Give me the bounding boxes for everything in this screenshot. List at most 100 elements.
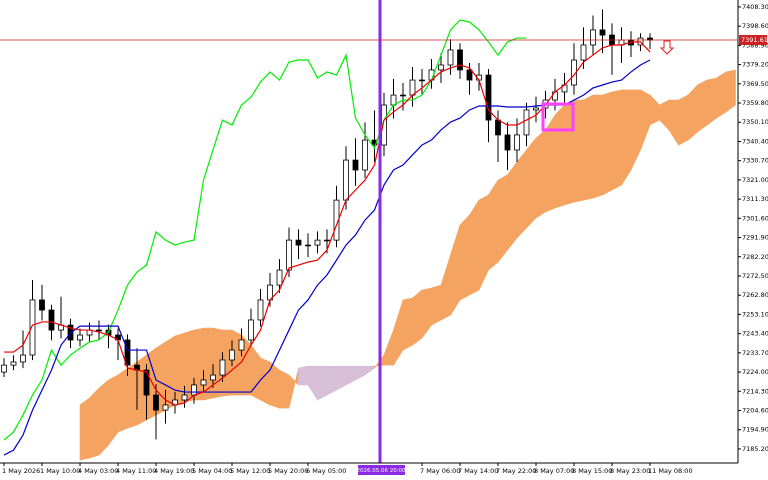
y-tick-label: 7379.20 [742, 61, 768, 69]
cloud-segment [573, 99, 584, 203]
price-label: 7391.61 [741, 36, 768, 44]
y-tick-label: 7359.80 [742, 99, 768, 107]
x-tick-label: 8 May 07:00 [534, 467, 574, 475]
cloud-segment [402, 297, 413, 351]
y-tick-label: 7204.60 [742, 406, 768, 414]
candle-body [124, 339, 131, 366]
y-tick-label: 7224.00 [742, 368, 768, 376]
candle-body [181, 394, 188, 401]
candle-body [305, 244, 311, 247]
x-tick-label: 7 May 22:00 [496, 467, 536, 475]
candle-body [409, 79, 416, 96]
candle-body [504, 134, 511, 151]
cloud-segment [298, 365, 309, 386]
candle-body [457, 49, 463, 71]
cloud-segment [89, 387, 100, 459]
cloud-segment [79, 397, 90, 461]
candle-body [599, 29, 606, 36]
candle-body [400, 94, 406, 97]
x-tick-label: 4 May 19:00 [154, 467, 194, 475]
y-tick-label: 7398.60 [742, 22, 768, 30]
candle-body [219, 359, 226, 376]
x-tick-label: 8 May 23:00 [610, 467, 650, 475]
y-tick-label: 7243.40 [742, 330, 768, 338]
candle-body [191, 384, 197, 396]
cloud-segment [583, 94, 594, 201]
candle-body [1, 364, 7, 373]
x-tick-label: 7 May 14:00 [458, 467, 498, 475]
y-tick-label: 7262.80 [742, 291, 768, 299]
y-tick-label: 7369.50 [742, 80, 768, 88]
cloud-segment [554, 104, 565, 209]
candle-body [295, 239, 302, 246]
candle-body [39, 299, 45, 311]
x-tick-label: 5 May 20:00 [268, 467, 308, 475]
x-tick-label: 1 May 10:00 [40, 467, 80, 475]
x-tick-label: 1 May 2026 [2, 467, 40, 475]
candle-body [447, 49, 454, 66]
cloud-segment [117, 367, 128, 433]
candle-body [590, 29, 596, 46]
candle-body [20, 354, 26, 363]
price-label-box [739, 34, 767, 45]
cloud-segment [469, 199, 480, 296]
candle-body [419, 79, 425, 82]
x-tick-label: 4 May 03:00 [78, 467, 118, 475]
candle-body [495, 119, 501, 136]
candle-body [77, 334, 83, 341]
y-tick-label: 7253.10 [742, 310, 768, 318]
candle-body [438, 64, 444, 71]
highlight-box [541, 102, 575, 132]
candle-body [162, 404, 169, 411]
candle-body [314, 239, 321, 246]
cloud-segment [108, 374, 119, 446]
candle-body [466, 69, 473, 81]
candle-body [248, 319, 254, 341]
cloud-segment [98, 379, 109, 456]
cursor-label: 2026.05.06 20:00 [356, 468, 406, 474]
axis-layer: 7408.30 7398.60 7388.90 7379.20 7369.50 7359.… [2, 3, 768, 475]
y-tick-label: 7340.40 [742, 137, 768, 145]
cloud-segment [678, 94, 689, 146]
candle-body [523, 109, 530, 136]
x-tick-label: 5 May 04:00 [192, 467, 232, 475]
cloud-segment [526, 137, 537, 229]
candle-body [514, 134, 520, 151]
candle-body [533, 107, 539, 111]
y-tick-label: 7291.90 [742, 234, 768, 242]
cloud-segment [317, 365, 328, 401]
candle-body [10, 361, 17, 366]
cloud-segment [535, 129, 546, 219]
cloud-segment [412, 289, 423, 346]
cloud-segment [260, 357, 271, 406]
cloud-segment [602, 91, 613, 196]
candle-body [324, 239, 330, 242]
y-tick-label: 7282.20 [742, 253, 768, 261]
x-tick-label: 7 May 06:00 [420, 467, 460, 475]
x-tick-label: 8 May 15:00 [572, 467, 612, 475]
x-tick-label: 4 May 11:00 [116, 467, 156, 475]
candle-body [29, 299, 36, 356]
candle-body [229, 349, 235, 361]
y-tick-label: 7194.90 [742, 426, 768, 434]
x-tick-label: 5 May 12:00 [230, 467, 270, 475]
candle-body [485, 74, 492, 121]
indicator-line [3, 19, 527, 441]
cloud-segment [127, 361, 138, 429]
candle-body [276, 269, 283, 286]
y-tick-label: 7272.50 [742, 272, 768, 280]
y-tick-label: 7388.90 [742, 41, 768, 49]
cursor-label-box [358, 465, 405, 475]
candle-body [153, 394, 159, 411]
candle-body [48, 309, 55, 331]
cloud-segment [279, 369, 290, 409]
cloud-segment [507, 161, 518, 251]
candle-body [343, 159, 349, 201]
y-tick-label: 7233.70 [742, 349, 768, 357]
y-tick-label: 7321.00 [742, 176, 768, 184]
cloud-segment [687, 84, 698, 141]
candle-body [580, 44, 587, 61]
cloud-segment [516, 149, 527, 239]
cloud-segment [725, 69, 736, 113]
